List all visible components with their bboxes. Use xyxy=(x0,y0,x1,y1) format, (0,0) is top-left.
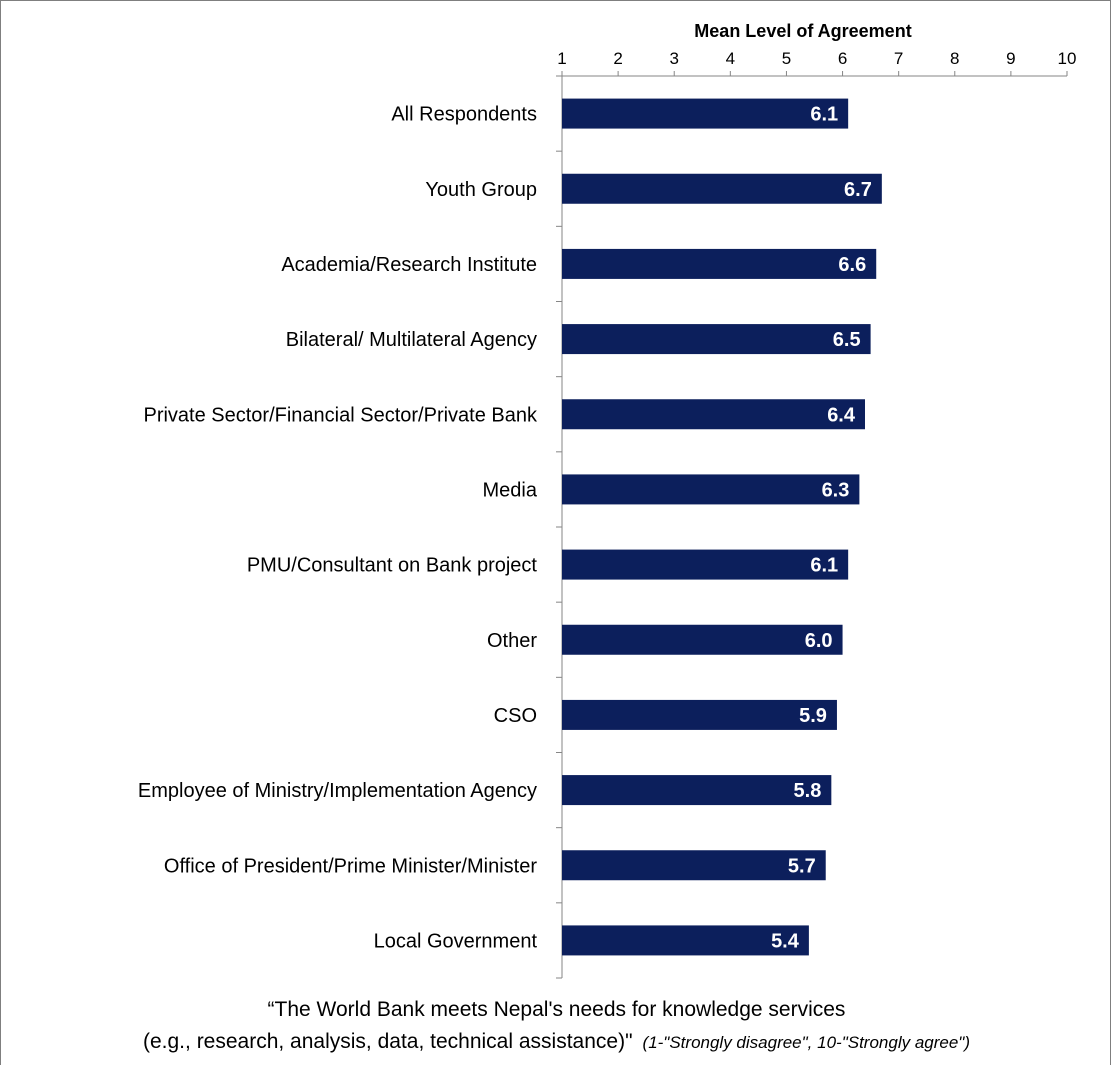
x-axis: 1 2 3 4 5 6 7 8 9 10 xyxy=(557,49,1077,77)
bar xyxy=(562,549,849,580)
x-tick-label: 3 xyxy=(669,49,678,68)
bar-value-label: 6.3 xyxy=(822,479,850,501)
bar-value-label: 6.5 xyxy=(833,329,861,351)
bar-value-label: 5.4 xyxy=(771,930,800,952)
x-tick-label: 8 xyxy=(950,49,959,68)
category-label: Media xyxy=(483,479,538,501)
category-label: CSO xyxy=(494,705,537,727)
bar-value-label: 5.7 xyxy=(788,855,816,877)
category-label: Youth Group xyxy=(425,179,537,201)
bar xyxy=(562,775,832,806)
bar-value-label: 6.4 xyxy=(827,404,856,426)
bar-value-label: 5.8 xyxy=(794,780,822,802)
bar xyxy=(562,474,860,505)
chart-title: Mean Level of Agreement xyxy=(694,21,911,41)
bar xyxy=(562,98,849,129)
category-label: Office of President/Prime Minister/Minis… xyxy=(164,855,537,877)
bars: 6.1 6.7 6.6 6.5 6.4 6.3 6.1 6.0 5.9 5.8 5.7 5.4 xyxy=(562,98,882,956)
x-tick-label: 9 xyxy=(1006,49,1015,68)
y-axis: All Respondents Youth Group Academia/Resea… xyxy=(138,75,563,979)
x-tick-label: 6 xyxy=(838,49,847,68)
chart-caption-line1: “The World Bank meets Nepal's needs for … xyxy=(267,998,846,1021)
chart-caption-text: (e.g., research, analysis, data, technic… xyxy=(143,1030,633,1053)
x-tick-label: 4 xyxy=(726,49,735,68)
category-label: All Respondents xyxy=(391,104,537,126)
bar-value-label: 5.9 xyxy=(799,705,827,727)
chart-caption-scale-note: (1-"Strongly disagree", 10-"Strongly agr… xyxy=(642,1033,970,1052)
bar-value-label: 6.1 xyxy=(810,104,838,126)
category-label: Other xyxy=(487,630,537,652)
bar-value-label: 6.0 xyxy=(805,630,833,652)
bar xyxy=(562,248,877,279)
bar xyxy=(562,324,871,355)
x-tick-label: 2 xyxy=(613,49,622,68)
category-label: Local Government xyxy=(374,930,538,952)
bar xyxy=(562,173,882,204)
bar xyxy=(562,624,843,655)
bar-value-label: 6.1 xyxy=(810,555,838,577)
bar xyxy=(562,399,865,430)
bar-value-label: 6.7 xyxy=(844,179,872,201)
category-label: Bilateral/ Multilateral Agency xyxy=(286,329,537,351)
bar xyxy=(562,699,837,730)
bar-chart: Mean Level of Agreement 1 2 3 4 5 6 7 8 9 10 All … xyxy=(138,21,1077,979)
x-tick-label: 7 xyxy=(894,49,903,68)
bar xyxy=(562,850,826,881)
x-tick-label: 10 xyxy=(1058,49,1077,68)
category-label: Employee of Ministry/Implementation Agen… xyxy=(138,780,537,802)
bar-value-label: 6.6 xyxy=(838,254,866,276)
category-label: PMU/Consultant on Bank project xyxy=(247,555,538,577)
x-tick-label: 5 xyxy=(782,49,791,68)
category-label: Academia/Research Institute xyxy=(281,254,537,276)
bar xyxy=(562,925,809,956)
category-label: Private Sector/Financial Sector/Private … xyxy=(143,404,538,426)
x-tick-label: 1 xyxy=(557,49,566,68)
chart-caption-line2: (e.g., research, analysis, data, technic… xyxy=(1,1030,1111,1054)
